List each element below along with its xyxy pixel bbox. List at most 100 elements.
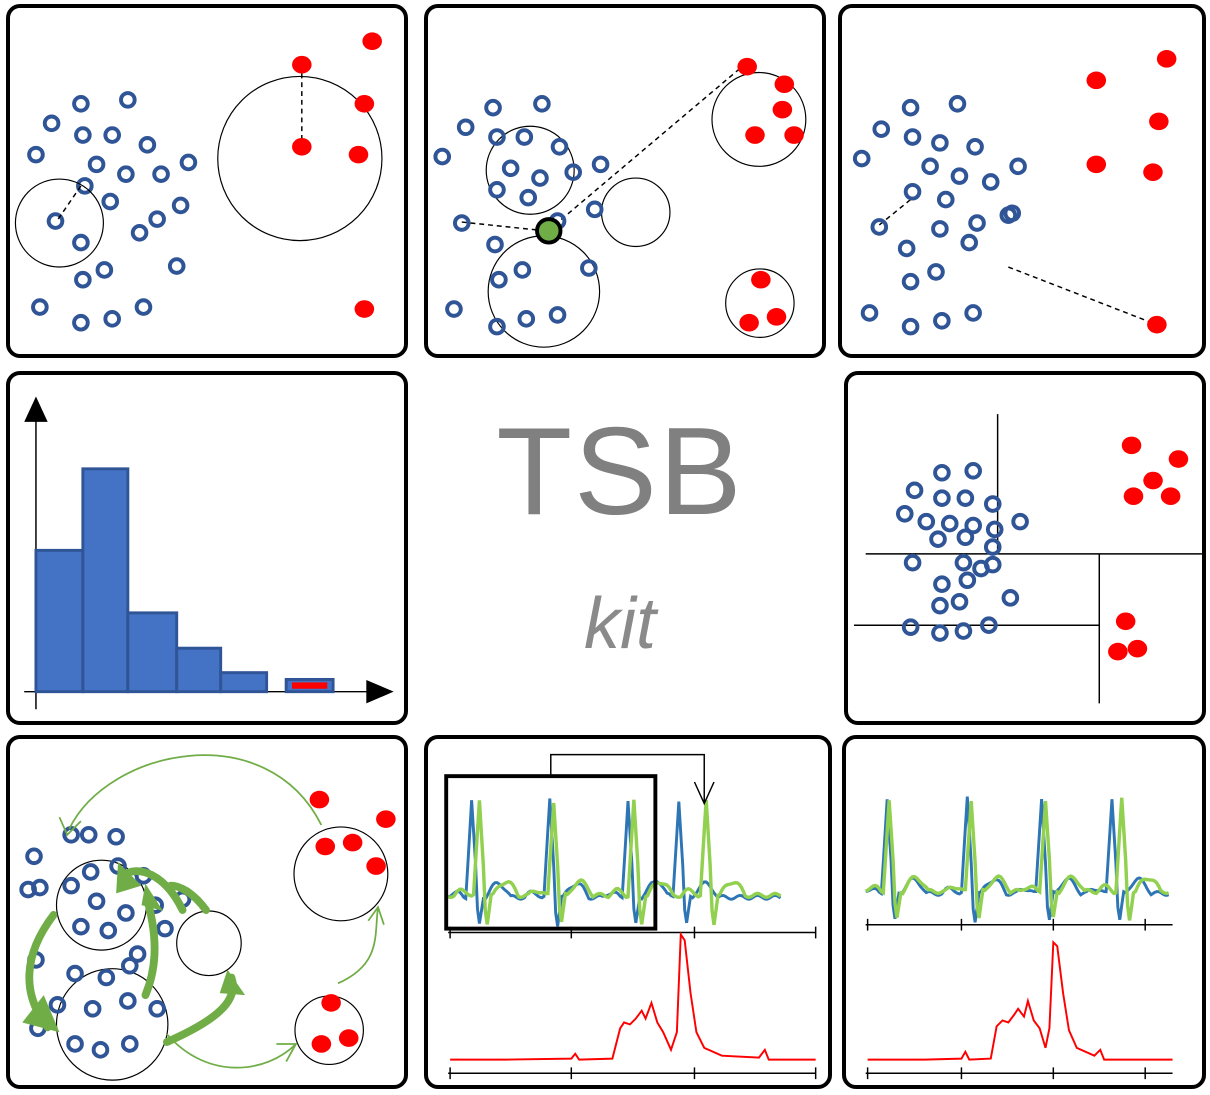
normal-point [931,624,949,642]
histogram-anomaly-mark [292,682,328,689]
anomaly-point [1147,315,1167,334]
normal-point [74,126,92,144]
normal-point [533,94,551,113]
normal-point [852,149,871,168]
normal-point [936,190,955,209]
normal-point [167,257,186,275]
panel-graph-random-walk [6,735,408,1089]
anomaly-point [1115,612,1136,631]
anomaly-point [739,313,759,332]
normal-point [445,300,463,318]
histogram-icon [24,396,394,710]
normal-point [931,220,949,238]
normal-point [895,504,914,523]
normal-point [134,298,153,316]
normal-point [519,188,538,207]
anomaly-point [1143,471,1163,490]
normal-point [901,272,920,291]
normal-point [921,157,939,176]
anomaly-point [1143,163,1163,181]
histogram-bar [219,671,269,694]
normal-point [968,214,986,232]
panel-knn-distance [6,4,408,358]
normal-point [72,94,90,113]
normal-point [903,553,922,572]
anomaly-point [292,137,312,156]
normal-point [120,956,139,975]
forecast-arrow [550,753,705,804]
normal-point [66,964,84,983]
normal-point [119,992,137,1010]
normal-point [591,155,610,174]
histogram-bar [34,548,85,694]
anomaly-point [1156,50,1177,68]
normal-point [903,182,922,201]
anomaly-point [309,790,330,809]
normal-point [433,147,452,166]
normal-point [954,622,973,640]
normal-point [62,825,80,844]
normal-point [83,999,102,1018]
normal-point [103,126,121,144]
normal-point [983,538,1002,556]
normal-point [81,863,100,881]
normal-point [940,514,959,533]
anomaly-point [1160,487,1181,505]
normal-point [985,520,1004,539]
anomaly-point [338,1029,359,1047]
normal-point [25,847,43,866]
isolation-forest-icon [853,414,1202,704]
normal-point [79,825,98,844]
graph-random-walk-icon [19,754,396,1081]
normal-point [484,98,502,117]
normal-point [488,181,506,199]
normal-point [171,196,190,215]
histogram-bar [175,646,223,694]
panel-histogram [6,371,408,725]
normal-point [933,575,951,593]
normal-point [960,233,979,252]
normal-point [91,1041,110,1059]
knn-distance-icon [14,32,383,332]
anomaly-point [362,32,382,51]
x-axis-arrow [366,679,394,704]
normal-point [87,155,106,174]
anomaly-point [1108,642,1128,661]
normal-point [980,616,998,635]
anomaly-point [1149,112,1169,131]
normal-point [107,827,125,846]
normal-point [564,163,582,181]
anomaly-point [737,57,757,76]
anomaly-point [774,75,795,94]
logo-sub-text: kit [584,584,656,664]
normal-point [901,618,920,636]
normal-point [490,270,508,289]
normal-point [517,310,536,328]
normal-point [548,306,567,324]
normal-point [901,317,920,336]
normal-point [103,310,121,328]
normal-point [48,996,67,1014]
anomaly-point [766,308,787,326]
normal-point [501,159,520,178]
anomaly-point [315,837,336,856]
normal-point [87,892,106,911]
normal-point [964,304,982,322]
normal-point [99,921,118,940]
normal-point [931,596,949,615]
histogram-bar [81,467,130,694]
anomaly-point [784,126,804,144]
normal-point [580,259,598,277]
normal-point [933,489,951,507]
normal-point [72,917,90,936]
normal-point [452,214,471,232]
anomaly-point [321,994,341,1012]
anomaly-point [745,126,765,144]
normal-point [931,134,949,152]
normal-point [456,118,475,137]
anomaly-point [376,810,396,828]
normal-point [97,968,116,987]
panel-lof-density [424,4,826,358]
normal-point [927,263,945,281]
anomaly-point [772,100,793,119]
